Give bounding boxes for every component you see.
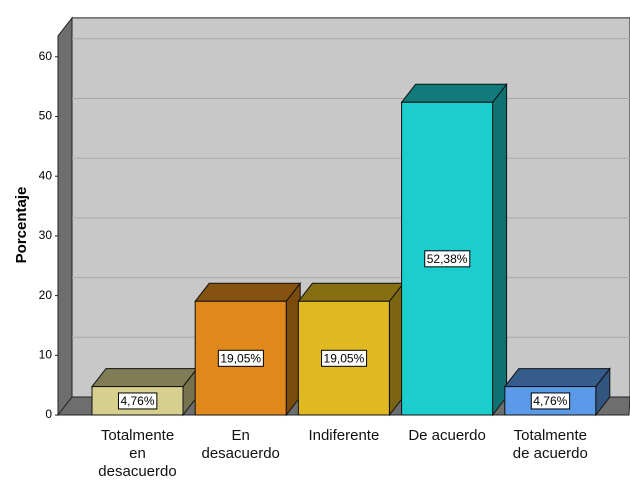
value-label: 4,76% bbox=[120, 394, 154, 408]
bar bbox=[401, 101, 494, 416]
value-label-box bbox=[530, 392, 571, 410]
value-label: 52,38% bbox=[427, 252, 468, 266]
value-label-box bbox=[117, 392, 158, 410]
bar-top bbox=[90, 368, 199, 388]
value-label-box bbox=[321, 349, 368, 367]
x-tick-label: Totalmente de acuerdo bbox=[512, 427, 588, 462]
bar-side bbox=[492, 82, 508, 417]
y-tick-label: 10 bbox=[39, 347, 53, 361]
y-tick-label: 20 bbox=[39, 288, 53, 302]
x-tick-label: Indiferente bbox=[308, 427, 380, 444]
value-label: 4,76% bbox=[533, 394, 567, 408]
x-tick-label: En desacuerdo bbox=[201, 427, 280, 462]
bar-top bbox=[194, 282, 302, 302]
y-tick-label: 30 bbox=[39, 228, 53, 242]
bar-top bbox=[400, 83, 508, 103]
x-tick-label: De acuerdo bbox=[408, 427, 486, 444]
bar-top bbox=[297, 282, 405, 302]
y-tick-label: 60 bbox=[39, 49, 53, 63]
bar-top bbox=[503, 368, 611, 388]
value-label-box bbox=[424, 250, 471, 268]
y-axis-label: Porcentaje bbox=[13, 187, 30, 264]
y-tick-label: 50 bbox=[39, 109, 53, 123]
x-tick-label: Totalmente en desacuerdo bbox=[98, 427, 177, 480]
y-tick-label: 40 bbox=[39, 168, 53, 182]
value-label-box bbox=[217, 349, 264, 367]
left-wall bbox=[57, 16, 73, 417]
value-label: 19,05% bbox=[220, 351, 261, 365]
value-label: 19,05% bbox=[324, 351, 365, 365]
y-tick-label: 0 bbox=[45, 407, 52, 421]
